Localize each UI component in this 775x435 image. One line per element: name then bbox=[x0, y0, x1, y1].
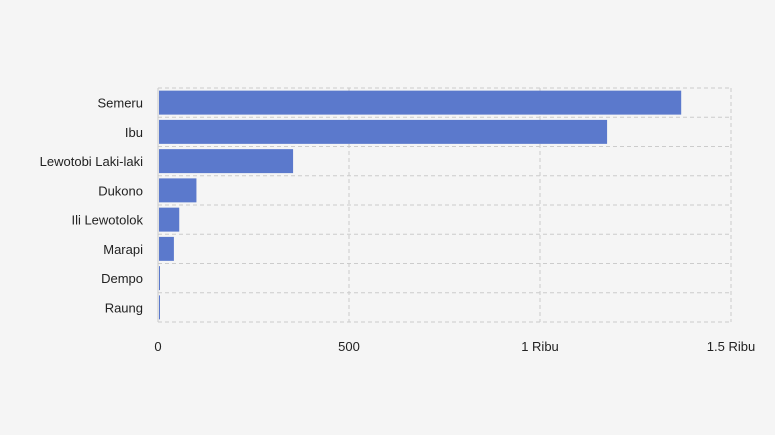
x-tick-label: 500 bbox=[338, 339, 360, 354]
bar-semeru[interactable] bbox=[159, 90, 682, 115]
bar-ibu[interactable] bbox=[159, 119, 608, 144]
category-label: Dukono bbox=[98, 183, 143, 198]
x-tick-label: 0 bbox=[154, 339, 161, 354]
category-label: Ili Lewotolok bbox=[71, 213, 143, 228]
x-tick-label: 1.5 Ribu bbox=[707, 339, 755, 354]
x-tick-labels: 0 500 1 Ribu 1.5 Ribu bbox=[154, 339, 755, 354]
category-label: Dempo bbox=[101, 271, 143, 286]
grid bbox=[157, 87, 732, 323]
category-labels: Semeru Ibu Lewotobi Laki-laki Dukono Ili Lew… bbox=[40, 96, 144, 316]
bar-marapi[interactable] bbox=[159, 236, 174, 261]
category-label: Ibu bbox=[125, 125, 143, 140]
bar-lewotobi-laki-laki[interactable] bbox=[159, 149, 294, 174]
category-label: Marapi bbox=[103, 242, 143, 257]
bars bbox=[159, 90, 682, 320]
bar-dempo[interactable] bbox=[159, 266, 160, 291]
category-label: Raung bbox=[105, 300, 143, 315]
category-label: Semeru bbox=[97, 96, 143, 111]
bar-raung[interactable] bbox=[159, 295, 160, 320]
bar-ili-lewotolok[interactable] bbox=[159, 207, 180, 232]
x-tick-label: 1 Ribu bbox=[521, 339, 559, 354]
bar-dukono[interactable] bbox=[159, 178, 197, 203]
category-label: Lewotobi Laki-laki bbox=[40, 154, 143, 169]
